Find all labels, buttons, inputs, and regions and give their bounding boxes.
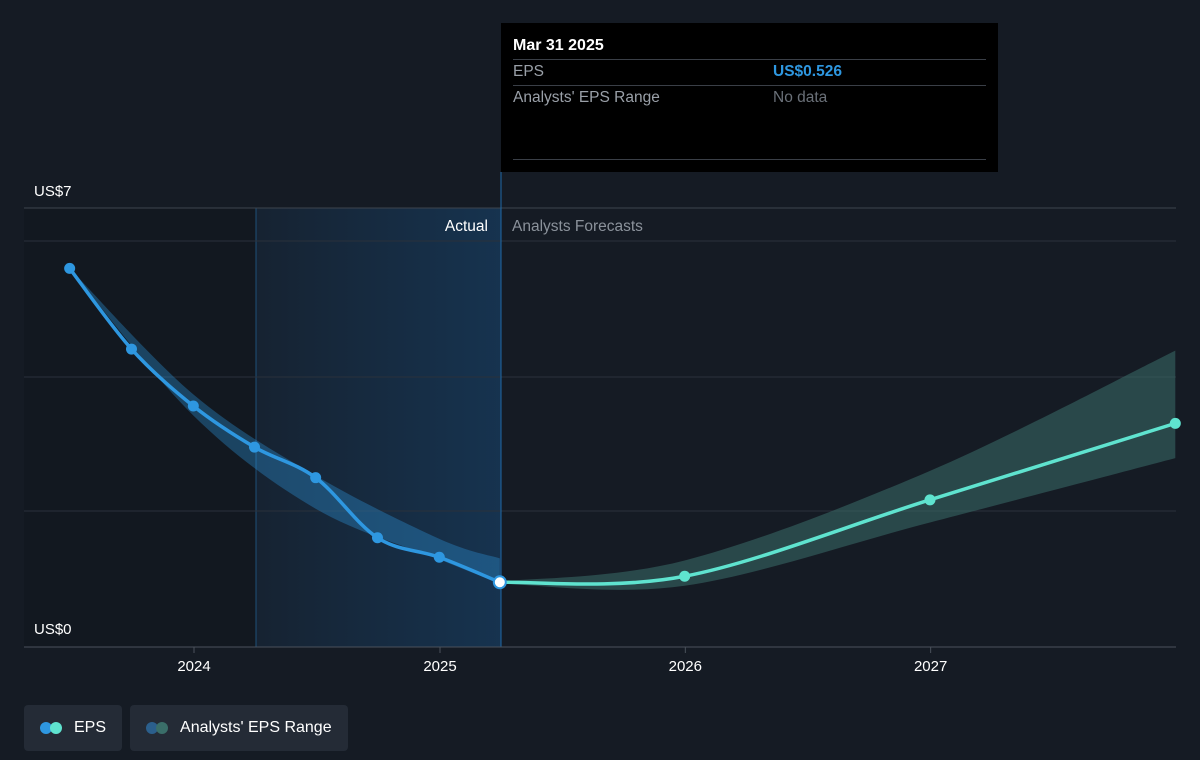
actual-period-background	[256, 208, 501, 647]
eps-forecast-point	[1169, 417, 1181, 429]
actual-region-label: Actual	[445, 218, 488, 235]
tooltip-range-value: No data	[773, 89, 828, 106]
eps-forecast-point	[924, 494, 936, 506]
eps-data-point	[433, 551, 445, 563]
eps-highlighted-point	[492, 575, 507, 590]
eps-forecast-line	[498, 421, 1178, 586]
y-axis-label-bottom: US$0	[34, 621, 72, 638]
legend-item-eps[interactable]: EPS	[24, 705, 123, 751]
eps-data-point	[310, 472, 322, 484]
legend: EPS Analysts' EPS Range	[24, 705, 348, 751]
eps-legend-icon	[40, 722, 64, 734]
eps-data-point	[187, 400, 199, 412]
tooltip-range-label: Analysts' EPS Range	[513, 89, 660, 106]
eps-forecast-point	[679, 570, 691, 582]
eps-range-legend-icon	[146, 722, 170, 734]
eps-points	[64, 262, 1181, 590]
legend-label-eps-range: Analysts' EPS Range	[180, 719, 332, 736]
tooltip-eps-value: US$0.526	[773, 63, 842, 80]
tooltip-row-range: Analysts' EPS Range No data	[513, 85, 986, 111]
eps-data-point	[371, 532, 383, 544]
tooltip-row-eps: EPS US$0.526	[513, 59, 986, 85]
tooltip-divider	[513, 159, 986, 160]
eps-data-point	[64, 262, 76, 274]
x-tick-label: 2027	[914, 658, 947, 675]
eps-data-point	[248, 441, 260, 453]
eps-data-point	[125, 343, 137, 355]
y-axis-label-top: US$7	[34, 183, 72, 200]
x-tick-label: 2024	[177, 658, 210, 675]
tooltip: Mar 31 2025 EPS US$0.526 Analysts' EPS R…	[501, 23, 998, 172]
legend-label-eps: EPS	[74, 719, 107, 736]
legend-item-eps-range[interactable]: Analysts' EPS Range	[130, 705, 348, 751]
gridlines	[24, 207, 1176, 512]
x-axis-ticks: 2024 2025 2026 2027	[177, 647, 947, 675]
tooltip-date: Mar 31 2025	[513, 37, 604, 54]
tooltip-eps-label: EPS	[513, 63, 545, 80]
eps-range-band	[69, 268, 500, 584]
forecast-region-label: Analysts Forecasts	[512, 218, 643, 235]
eps-range-band	[499, 350, 1176, 590]
x-tick-label: 2026	[669, 658, 702, 675]
range-bands	[69, 268, 1176, 590]
eps-chart: US$7 US$0 Actual Analysts Forecasts 2024…	[24, 172, 1181, 675]
pre-actual-background	[24, 208, 256, 647]
x-tick-label: 2025	[423, 658, 456, 675]
